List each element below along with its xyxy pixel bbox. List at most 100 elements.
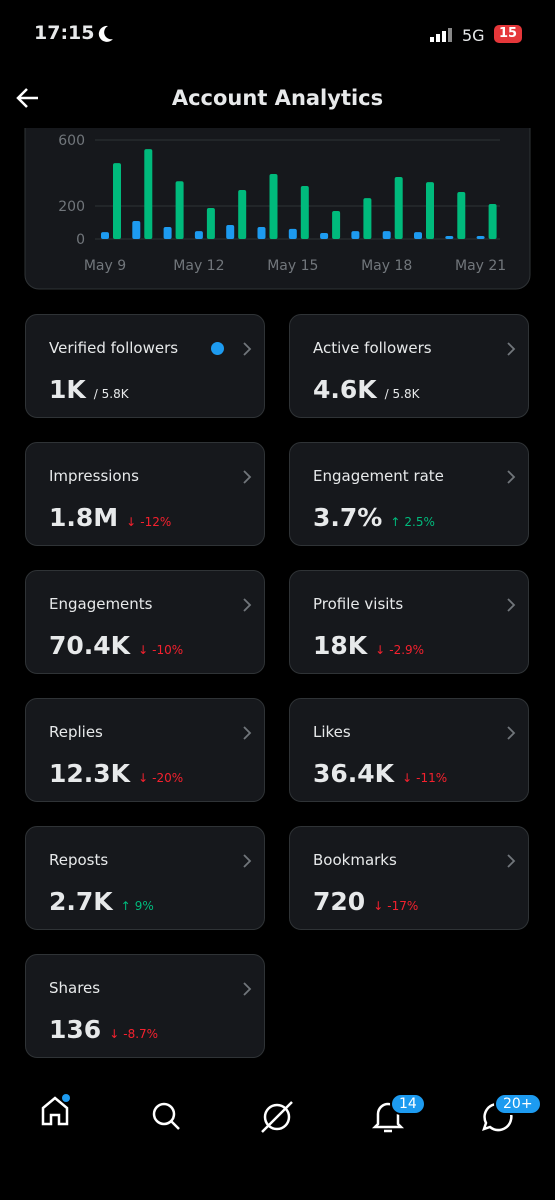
- metric-change: ↓ -2.9%: [375, 643, 424, 657]
- metric-change: ↑ 2.5%: [390, 515, 435, 529]
- chevron: [507, 726, 516, 740]
- bar: [332, 210, 341, 239]
- metric-value: 2.7K: [49, 887, 113, 916]
- metric-card[interactable]: Shares 136 ↓ -8.7%: [25, 954, 265, 1058]
- chevron: [507, 342, 516, 356]
- metric-label: Engagement rate: [313, 467, 444, 485]
- metric-value-row: 136 ↓ -8.7%: [49, 1015, 158, 1044]
- metric-card[interactable]: Verified followers 1K / 5.8K: [25, 314, 265, 418]
- messages-badge: 20+: [494, 1093, 542, 1115]
- arrow-down: ↓: [375, 643, 386, 657]
- change-value: -12%: [140, 515, 172, 529]
- back-button[interactable]: [14, 84, 42, 112]
- metric-total: / 5.8K: [384, 387, 420, 401]
- verified-badge: [210, 342, 224, 355]
- metric-value-row: 1K / 5.8K: [49, 375, 129, 404]
- x-tick-label: May 15: [267, 258, 318, 274]
- metric-value: 70.4K: [49, 631, 131, 660]
- arrow-down: ↓: [373, 899, 384, 913]
- change-value: -10%: [152, 643, 184, 657]
- bar: [175, 181, 184, 239]
- moon-icon: [98, 25, 113, 42]
- metric-value: 3.7%: [313, 503, 383, 532]
- arrow-down: ↓: [126, 515, 137, 529]
- metric-change: ↓ -11%: [402, 771, 447, 785]
- bar: [238, 189, 247, 239]
- bar: [144, 149, 153, 239]
- metric-card[interactable]: Engagement rate 3.7% ↑ 2.5%: [289, 442, 529, 546]
- bar: [414, 232, 422, 239]
- bar: [132, 221, 141, 239]
- change-value: 2.5%: [404, 515, 435, 529]
- chevron: [243, 598, 252, 612]
- y-tick-label: 200: [58, 199, 85, 215]
- metric-card[interactable]: Impressions 1.8M ↓ -12%: [25, 442, 265, 546]
- metric-label: Replies: [49, 723, 103, 741]
- grok-tab[interactable]: [261, 1101, 293, 1133]
- metric-change: ↓ -8.7%: [109, 1027, 158, 1041]
- metric-value-row: 3.7% ↑ 2.5%: [313, 503, 435, 532]
- metric-value: 18K: [313, 631, 368, 660]
- metric-value: 4.6K: [313, 375, 377, 404]
- chevron: [243, 726, 252, 740]
- arrow-down: ↓: [402, 771, 413, 785]
- bar: [163, 226, 172, 239]
- metric-card[interactable]: Bookmarks 720 ↓ -17%: [289, 826, 529, 930]
- bar: [476, 236, 485, 239]
- home-tab[interactable]: [41, 1094, 70, 1126]
- page-title: Account Analytics: [171, 86, 384, 110]
- change-value: -11%: [416, 771, 448, 785]
- metric-card[interactable]: Likes 36.4K ↓ -11%: [289, 698, 529, 802]
- x-tick-label: May 12: [173, 258, 224, 274]
- chevron: [507, 854, 516, 868]
- bar: [363, 198, 372, 239]
- metric-card[interactable]: Active followers 4.6K / 5.8K: [289, 314, 529, 418]
- bar: [226, 224, 235, 239]
- chevron: [243, 982, 252, 996]
- bar: [257, 226, 266, 239]
- bottom-nav: [41, 1094, 513, 1133]
- bar: [101, 232, 109, 239]
- metric-card[interactable]: Profile visits 18K ↓ -2.9%: [289, 570, 529, 674]
- metric-change: ↓ -17%: [373, 899, 418, 913]
- bar: [320, 233, 329, 239]
- change-value: -8.7%: [123, 1027, 159, 1041]
- metric-value-row: 2.7K ↑ 9%: [49, 887, 154, 916]
- chevron: [507, 598, 516, 612]
- metric-change: ↓ -20%: [138, 771, 183, 785]
- y-tick-label: 0: [76, 232, 85, 248]
- change-value: -2.9%: [389, 643, 425, 657]
- arrow-up: ↑: [390, 515, 401, 529]
- chevron: [243, 470, 252, 484]
- bar: [445, 236, 454, 239]
- bar: [206, 207, 215, 239]
- metric-value: 36.4K: [313, 759, 395, 788]
- metric-card[interactable]: Replies 12.3K ↓ -20%: [25, 698, 265, 802]
- bar: [194, 231, 203, 239]
- metric-change: ↓ -10%: [138, 643, 183, 657]
- search-tab[interactable]: [152, 1102, 180, 1130]
- metric-value: 136: [49, 1015, 102, 1044]
- metric-card[interactable]: Engagements 70.4K ↓ -10%: [25, 570, 265, 674]
- arrow-up: ↑: [120, 899, 131, 913]
- x-tick-label: May 18: [361, 258, 412, 274]
- arrow-down: ↓: [109, 1027, 120, 1041]
- metric-value: 1K: [49, 375, 86, 404]
- metric-label: Profile visits: [313, 595, 404, 613]
- bar: [300, 186, 309, 239]
- status-time: 17:15: [34, 22, 95, 44]
- metric-label: Impressions: [49, 467, 139, 485]
- bar: [113, 163, 121, 239]
- bar: [394, 176, 403, 239]
- metric-card[interactable]: Reposts 2.7K ↑ 9%: [25, 826, 265, 930]
- bar: [288, 228, 297, 239]
- metric-value-row: 18K ↓ -2.9%: [313, 631, 424, 660]
- signal-icon: [430, 28, 452, 42]
- bar: [269, 173, 278, 239]
- change-value: 9%: [134, 899, 154, 913]
- metric-value-row: 720 ↓ -17%: [313, 887, 418, 916]
- bar: [426, 182, 434, 239]
- metric-change: ↑ 9%: [121, 899, 154, 913]
- change-value: -20%: [152, 771, 184, 785]
